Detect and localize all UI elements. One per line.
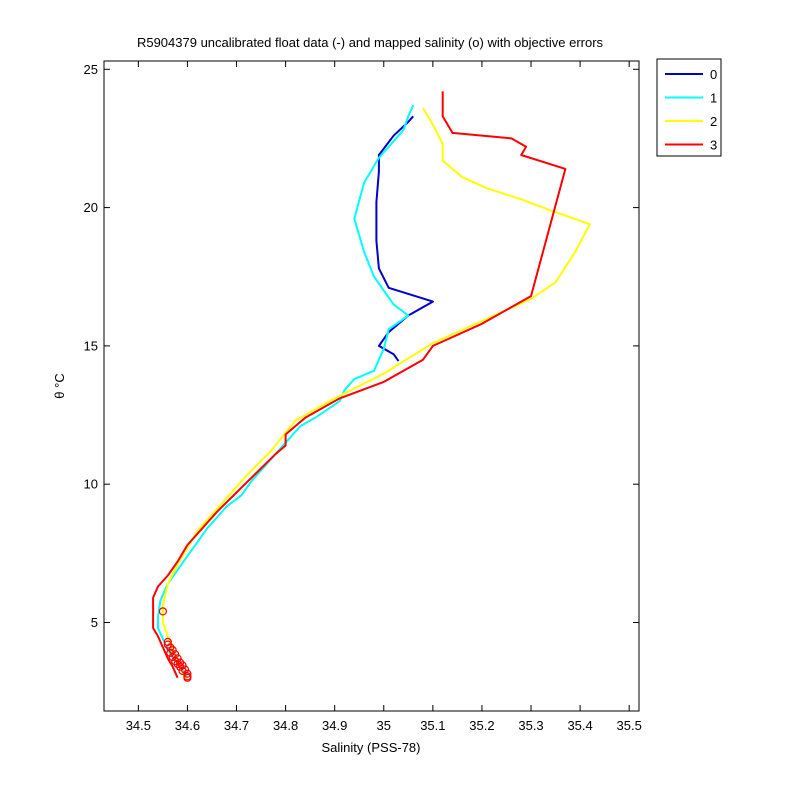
series-line-3 [152, 91, 567, 679]
x-tick-label: 35 [377, 718, 391, 733]
series-line-0 [375, 115, 434, 362]
x-tick-label: 35.3 [518, 718, 543, 733]
mapped-salinity-point [173, 659, 182, 669]
legend-box [656, 58, 722, 157]
x-tick-label: 35.4 [567, 718, 592, 733]
plot-frame [103, 60, 640, 712]
x-tick-label: 35.1 [420, 718, 445, 733]
mapped-salinity-point [166, 643, 175, 652]
x-tick-label: 34.9 [322, 718, 347, 733]
x-axis: 34.5 34.6 34.7 34.8 34.9 35 35.1 35.2 35.3 35.4 35… [126, 61, 642, 733]
x-tick-label: 34.6 [175, 718, 200, 733]
legend-label-1: 1 [710, 91, 717, 106]
y-tick-label: 10 [84, 477, 98, 492]
x-tick-label: 34.5 [126, 718, 151, 733]
x-tick-label: 35.2 [469, 718, 494, 733]
mapped-salinity-point [183, 673, 192, 682]
x-axis-label: Salinity (PSS-78) [322, 740, 421, 755]
legend: 0 1 2 3 [656, 58, 722, 157]
y-axis: 5 10 15 20 25 [84, 62, 639, 630]
mapped-salinity-point [168, 652, 177, 662]
y-tick-label: 15 [84, 338, 98, 353]
legend-label-0: 0 [710, 67, 717, 82]
legend-label-2: 2 [710, 114, 717, 129]
series-layer [152, 91, 591, 682]
series-line-1 [157, 104, 415, 679]
y-tick-label: 5 [91, 615, 98, 630]
mapped-salinity-point [166, 648, 175, 658]
y-tick-label: 25 [84, 62, 98, 77]
x-tick-label: 35.5 [617, 718, 642, 733]
y-axis-label: θ °C [52, 373, 67, 398]
mapped-salinity-point [183, 669, 192, 678]
y-tick-label: 20 [84, 200, 98, 215]
mapped-salinity-point [158, 607, 167, 616]
mapped-salinity-markers [158, 607, 192, 682]
legend-label-3: 3 [710, 138, 717, 153]
series-line-2 [161, 107, 591, 682]
chart-title: R5904379 uncalibrated float data (-) and… [137, 35, 604, 50]
x-tick-label: 34.8 [273, 718, 298, 733]
x-tick-label: 34.7 [224, 718, 249, 733]
